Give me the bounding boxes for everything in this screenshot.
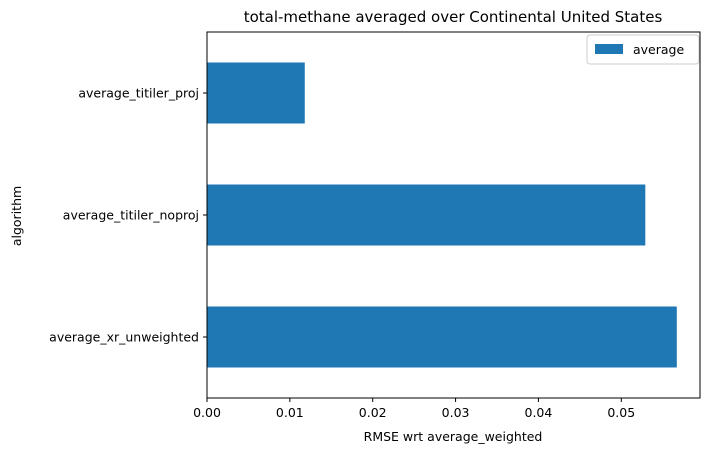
category-label: average_titiler_noproj	[63, 208, 199, 223]
bar-average_titiler_proj	[207, 62, 305, 124]
legend-label: average	[633, 42, 684, 57]
x-tick-label: 0.01	[276, 405, 304, 420]
legend-box	[586, 34, 700, 65]
x-tick-label: 0.00	[193, 405, 221, 420]
legend: average	[586, 34, 700, 65]
x-axis-ticks: 0.00 0.01 0.02 0.03 0.04 0.05	[193, 398, 635, 420]
x-axis-title: RMSE wrt average_weighted	[364, 429, 543, 444]
plot-frame	[206, 31, 701, 399]
category-label: average_xr_unweighted	[49, 330, 199, 345]
x-tick-label: 0.03	[442, 405, 470, 420]
chart-title: total-methane averaged over Continental …	[244, 8, 663, 26]
category-labels: average_xr_unweighted average_titiler_nop…	[49, 86, 207, 345]
bars-group	[207, 62, 677, 368]
bar-average_xr_unweighted	[207, 306, 677, 368]
x-tick-label: 0.02	[359, 405, 387, 420]
bar-average_titiler_noproj	[207, 184, 646, 246]
x-tick-label: 0.05	[607, 405, 635, 420]
x-tick-label: 0.04	[525, 405, 553, 420]
y-axis-title: algorithm	[9, 186, 24, 246]
legend-swatch	[595, 44, 623, 54]
category-label: average_titiler_proj	[78, 86, 199, 101]
